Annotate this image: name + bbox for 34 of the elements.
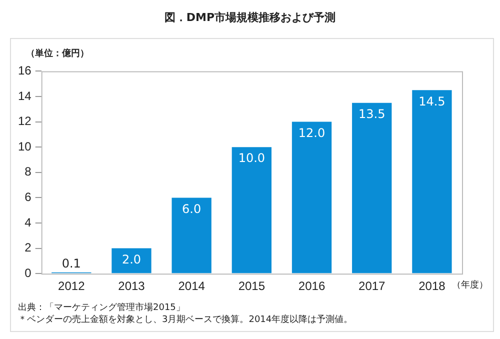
y-tick-label: 8 — [24, 164, 32, 179]
text: ＊ベンダーの売上金額を対象とし、3月期ベースで換算。2014年度以降は予測値。 — [18, 314, 353, 326]
source-note: 出典：「マーケティング管理市場2015」 — [18, 302, 186, 314]
y-tick-label: 0 — [24, 266, 32, 280]
data-label: 13.5 — [358, 106, 386, 121]
y-tick-label: 6 — [24, 190, 32, 204]
y-tick-label: 16 — [18, 64, 32, 78]
y-tick-label: 2 — [24, 240, 32, 255]
x-tick-label: 2017 — [358, 279, 386, 294]
x-tick-label: 2015 — [238, 279, 266, 294]
bar — [232, 147, 272, 274]
bar — [172, 198, 212, 274]
data-label: 10.0 — [238, 151, 266, 166]
data-label: 0.1 — [62, 256, 81, 270]
y-tick-label: 14 — [18, 88, 32, 103]
x-tick-label: 2014 — [178, 279, 206, 294]
x-tick-label: 2013 — [118, 279, 146, 294]
x-tick-label: 2018 — [418, 279, 446, 294]
data-label: 12.0 — [298, 126, 326, 140]
y-tick-label: 4 — [24, 215, 32, 230]
data-label: 6.0 — [182, 202, 202, 216]
x-tick-label: 2012 — [58, 279, 86, 294]
y-axis-title: （単位：億円） — [26, 47, 89, 60]
data-label: 2.0 — [122, 252, 142, 266]
x-axis-title: （年度） — [452, 279, 488, 290]
bar — [112, 248, 152, 274]
chart-title: 図．DMP市場規模推移および予測 — [163, 10, 337, 25]
bar — [352, 102, 392, 274]
bar — [292, 122, 332, 274]
data-label: 14.5 — [418, 94, 446, 108]
y-tick-label: 12 — [18, 114, 32, 128]
y-tick-label: 10 — [18, 139, 32, 154]
x-tick-label: 2016 — [298, 279, 326, 294]
bar — [412, 90, 452, 274]
